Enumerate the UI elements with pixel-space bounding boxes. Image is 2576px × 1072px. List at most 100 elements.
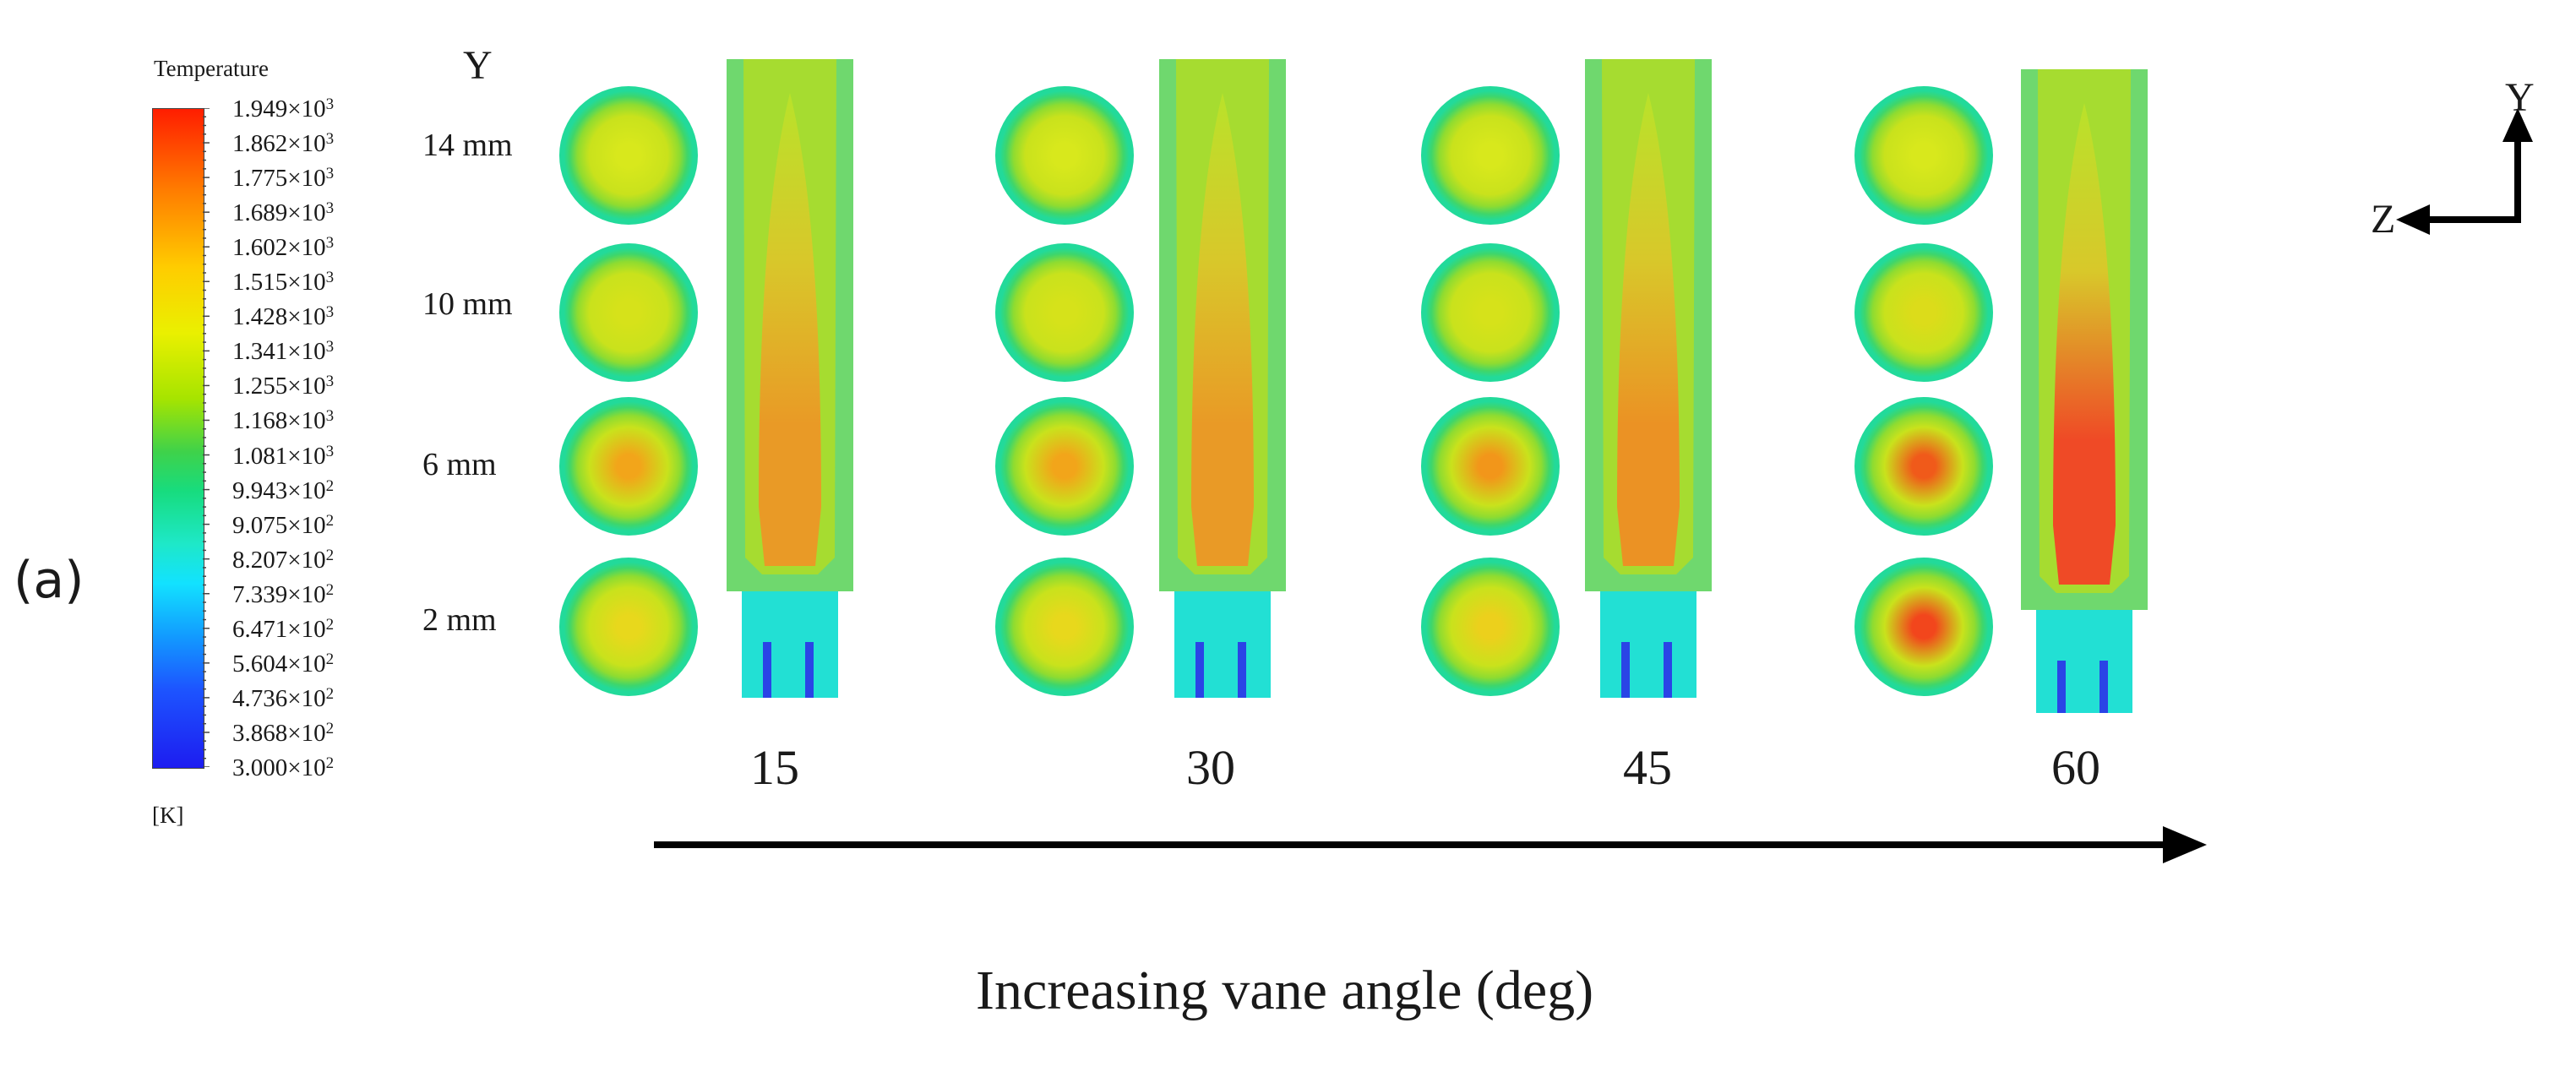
cross-section-disc xyxy=(1854,397,1993,536)
legend-title: Temperature xyxy=(154,56,270,81)
legend-tick-mantissa: 1.862×10 xyxy=(232,130,326,158)
legend-tick-exponent: 2 xyxy=(325,650,335,668)
vane-jet xyxy=(805,642,814,698)
legend-tick-exponent: 3 xyxy=(325,442,335,460)
legend-tick-exponent: 2 xyxy=(325,546,335,564)
legend-tick-exponent: 3 xyxy=(325,234,335,253)
increasing-arrow xyxy=(654,826,2207,863)
legend-tick-mantissa: 1.168×10 xyxy=(232,407,326,435)
legend-tick-label: 9.075×102 xyxy=(232,513,334,538)
cross-section-disc xyxy=(1421,558,1560,696)
inlet-pipe xyxy=(742,591,838,698)
cross-section-disc xyxy=(995,558,1134,696)
legend-tick-exponent: 3 xyxy=(325,199,335,218)
triad-y-label: Y xyxy=(2505,75,2535,120)
angle-label-45: 45 xyxy=(1623,740,1672,795)
triad-z-label: Z xyxy=(2371,197,2396,242)
legend-tick-exponent: 2 xyxy=(325,615,335,634)
legend-tick-label: 1.775×103 xyxy=(232,166,334,191)
legend-tick-exponent: 3 xyxy=(325,165,335,183)
cross-section-disc xyxy=(1854,558,1993,696)
legend-tick-exponent: 2 xyxy=(325,511,335,530)
legend-tick-exponent: 3 xyxy=(325,407,335,426)
colorbar xyxy=(152,108,204,769)
legend-tick-mantissa: 1.255×10 xyxy=(232,373,326,400)
legend-tick-mantissa: 6.471×10 xyxy=(232,615,326,643)
legend-tick-mantissa: 5.604×10 xyxy=(232,650,326,677)
legend-tick-label: 8.207×102 xyxy=(232,547,334,573)
legend-tick-label: 1.862×103 xyxy=(232,131,334,156)
legend-tick-label: 1.168×103 xyxy=(232,408,334,433)
legend-tick-exponent: 3 xyxy=(325,130,335,149)
flame-section-svg xyxy=(1159,59,1286,698)
legend-tick-exponent: 3 xyxy=(325,95,335,113)
inlet-pipe xyxy=(2036,610,2132,713)
cross-section-disc xyxy=(1421,86,1560,225)
vane-jet xyxy=(1238,642,1246,698)
legend-tick-exponent: 3 xyxy=(325,269,335,287)
longitudinal-section xyxy=(727,59,853,698)
legend-tick-mantissa: 1.775×10 xyxy=(232,165,326,193)
angle-label-15: 15 xyxy=(750,740,799,795)
legend-tick-label: 1.081×103 xyxy=(232,443,334,469)
cross-section-disc xyxy=(1854,86,1993,225)
legend-tick-mantissa: 1.081×10 xyxy=(232,442,326,470)
legend-tick-label: 1.255×103 xyxy=(232,373,334,399)
vane-jet xyxy=(1195,642,1204,698)
legend-tick-label: 1.689×103 xyxy=(232,200,334,226)
legend-tick-mantissa: 3.868×10 xyxy=(232,719,326,747)
y-axis-head: Y xyxy=(463,43,493,88)
legend-tick-mantissa: 1.949×10 xyxy=(232,95,326,122)
legend-tick-label: 1.341×103 xyxy=(232,339,334,364)
cross-section-disc xyxy=(559,86,698,225)
legend-tick-exponent: 2 xyxy=(325,754,335,772)
legend-tick-label: 3.000×102 xyxy=(232,755,334,781)
legend-tick-label: 4.736×102 xyxy=(232,686,334,711)
legend-tick-mantissa: 1.341×10 xyxy=(232,338,326,366)
vane-jet xyxy=(1664,642,1672,698)
cross-section-disc xyxy=(1421,397,1560,536)
legend-tick-label: 1.515×103 xyxy=(232,269,334,295)
angle-label-60: 60 xyxy=(2051,740,2100,795)
legend-tick-label: 1.428×103 xyxy=(232,304,334,329)
flame-core xyxy=(1191,93,1254,566)
flame-core xyxy=(2053,103,2116,585)
flame-section-svg xyxy=(2021,69,2148,713)
cross-section-disc xyxy=(559,397,698,536)
row-label-14mm: 14 mm xyxy=(422,128,513,163)
panel-label: (a) xyxy=(14,551,84,610)
legend-tick-exponent: 2 xyxy=(325,684,335,703)
x-axis-label: Increasing vane angle (deg) xyxy=(976,960,1594,1021)
inlet-pipe xyxy=(1174,591,1271,698)
legend-tick-mantissa: 4.736×10 xyxy=(232,684,326,712)
cross-section-disc xyxy=(995,243,1134,382)
legend-unit: [K] xyxy=(152,803,184,828)
flame-core xyxy=(1617,93,1680,566)
cross-section-disc xyxy=(559,243,698,382)
legend-tick-mantissa: 1.428×10 xyxy=(232,303,326,331)
legend-tick-mantissa: 8.207×10 xyxy=(232,546,326,574)
legend-tick-label: 7.339×102 xyxy=(232,582,334,607)
legend-tick-mantissa: 7.339×10 xyxy=(232,580,326,608)
vane-jet xyxy=(2099,661,2108,713)
flame-core xyxy=(759,93,821,566)
legend-tick-exponent: 3 xyxy=(325,338,335,356)
row-label-10mm: 10 mm xyxy=(422,286,513,322)
legend-tick-exponent: 2 xyxy=(325,580,335,599)
colorbar-ticks xyxy=(203,108,210,767)
vane-jet xyxy=(763,642,771,698)
flame-section-svg xyxy=(727,59,853,698)
cross-section-disc xyxy=(1421,243,1560,382)
cross-section-disc xyxy=(559,558,698,696)
coordinate-triad xyxy=(2396,108,2533,235)
cross-section-disc xyxy=(995,86,1134,225)
longitudinal-section xyxy=(1159,59,1286,698)
angle-label-30: 30 xyxy=(1186,740,1235,795)
legend-tick-mantissa: 9.075×10 xyxy=(232,511,326,539)
vane-jet xyxy=(1621,642,1630,698)
row-label-2mm: 2 mm xyxy=(422,602,497,638)
longitudinal-section xyxy=(1585,59,1712,698)
legend-tick-exponent: 2 xyxy=(325,719,335,737)
legend-tick-exponent: 3 xyxy=(325,303,335,322)
